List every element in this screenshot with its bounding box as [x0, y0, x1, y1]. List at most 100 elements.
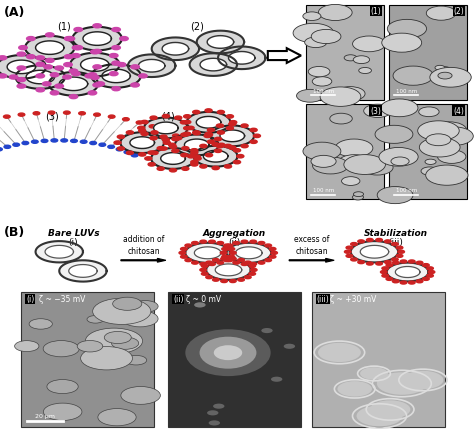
Circle shape — [382, 34, 422, 53]
Circle shape — [387, 20, 427, 39]
Circle shape — [409, 281, 415, 284]
Circle shape — [224, 259, 230, 262]
Circle shape — [50, 92, 59, 95]
Circle shape — [229, 147, 236, 150]
Circle shape — [206, 134, 212, 137]
Circle shape — [162, 115, 170, 118]
Circle shape — [172, 150, 179, 153]
Circle shape — [191, 149, 198, 153]
Circle shape — [91, 51, 99, 55]
Circle shape — [344, 155, 385, 175]
Circle shape — [212, 279, 219, 282]
Text: (ii): (ii) — [228, 237, 241, 246]
Circle shape — [175, 137, 182, 141]
Circle shape — [207, 141, 214, 144]
Polygon shape — [26, 71, 55, 85]
Circle shape — [191, 161, 198, 164]
Polygon shape — [228, 53, 255, 65]
Circle shape — [425, 160, 436, 165]
Circle shape — [201, 273, 208, 276]
Bar — [306, 105, 384, 200]
Circle shape — [352, 195, 364, 201]
Circle shape — [400, 281, 407, 284]
Circle shape — [194, 302, 206, 308]
Circle shape — [438, 73, 452, 80]
Circle shape — [358, 261, 365, 264]
Circle shape — [426, 166, 468, 186]
Circle shape — [185, 244, 191, 247]
Circle shape — [209, 240, 215, 243]
Circle shape — [180, 121, 188, 125]
Circle shape — [55, 85, 64, 89]
Circle shape — [96, 82, 105, 87]
Circle shape — [381, 100, 418, 118]
Bar — [389, 105, 467, 200]
Polygon shape — [49, 73, 98, 96]
Circle shape — [258, 262, 265, 265]
Polygon shape — [207, 36, 234, 49]
Circle shape — [200, 263, 207, 266]
Circle shape — [427, 275, 433, 277]
Circle shape — [217, 242, 224, 245]
Circle shape — [200, 165, 207, 169]
Circle shape — [109, 116, 115, 119]
Polygon shape — [190, 54, 237, 77]
Circle shape — [183, 127, 191, 131]
Circle shape — [228, 248, 235, 251]
Circle shape — [366, 263, 373, 266]
Circle shape — [215, 150, 222, 153]
Circle shape — [112, 87, 120, 92]
Circle shape — [207, 410, 219, 415]
Circle shape — [160, 136, 167, 139]
Circle shape — [182, 168, 189, 171]
Circle shape — [109, 54, 118, 59]
Circle shape — [271, 377, 283, 382]
Circle shape — [64, 37, 73, 42]
Circle shape — [229, 123, 236, 126]
Circle shape — [36, 57, 45, 61]
Circle shape — [229, 252, 236, 255]
Circle shape — [64, 56, 73, 59]
Circle shape — [220, 252, 227, 255]
Circle shape — [382, 267, 389, 270]
Circle shape — [181, 248, 187, 251]
Circle shape — [136, 122, 143, 125]
Circle shape — [396, 247, 403, 250]
Bar — [312, 293, 445, 427]
Circle shape — [358, 240, 365, 243]
Circle shape — [79, 112, 85, 115]
Text: ζ ~ 0 mV: ζ ~ 0 mV — [186, 295, 221, 304]
Polygon shape — [203, 151, 228, 163]
Circle shape — [27, 56, 35, 59]
Circle shape — [126, 152, 134, 155]
Polygon shape — [83, 33, 111, 46]
Circle shape — [222, 256, 228, 259]
Circle shape — [249, 273, 255, 276]
Polygon shape — [25, 37, 74, 60]
Circle shape — [139, 75, 147, 79]
Text: (1): (1) — [370, 7, 381, 16]
Polygon shape — [16, 66, 65, 89]
Circle shape — [148, 163, 155, 167]
Circle shape — [439, 68, 450, 72]
Circle shape — [205, 133, 212, 136]
Circle shape — [51, 139, 58, 143]
Circle shape — [393, 67, 433, 86]
Circle shape — [64, 112, 70, 115]
Circle shape — [402, 371, 443, 389]
Circle shape — [138, 153, 146, 157]
Circle shape — [409, 260, 415, 263]
Text: 100 nm: 100 nm — [313, 188, 334, 193]
Circle shape — [66, 37, 75, 42]
Circle shape — [131, 66, 139, 70]
Circle shape — [185, 259, 191, 262]
Text: excess of
chitosan: excess of chitosan — [294, 235, 329, 255]
Circle shape — [428, 271, 435, 274]
Circle shape — [206, 276, 212, 279]
Circle shape — [192, 132, 200, 135]
Circle shape — [43, 341, 79, 357]
Circle shape — [205, 109, 212, 113]
Circle shape — [22, 142, 28, 145]
Circle shape — [426, 135, 451, 146]
Circle shape — [150, 117, 157, 120]
